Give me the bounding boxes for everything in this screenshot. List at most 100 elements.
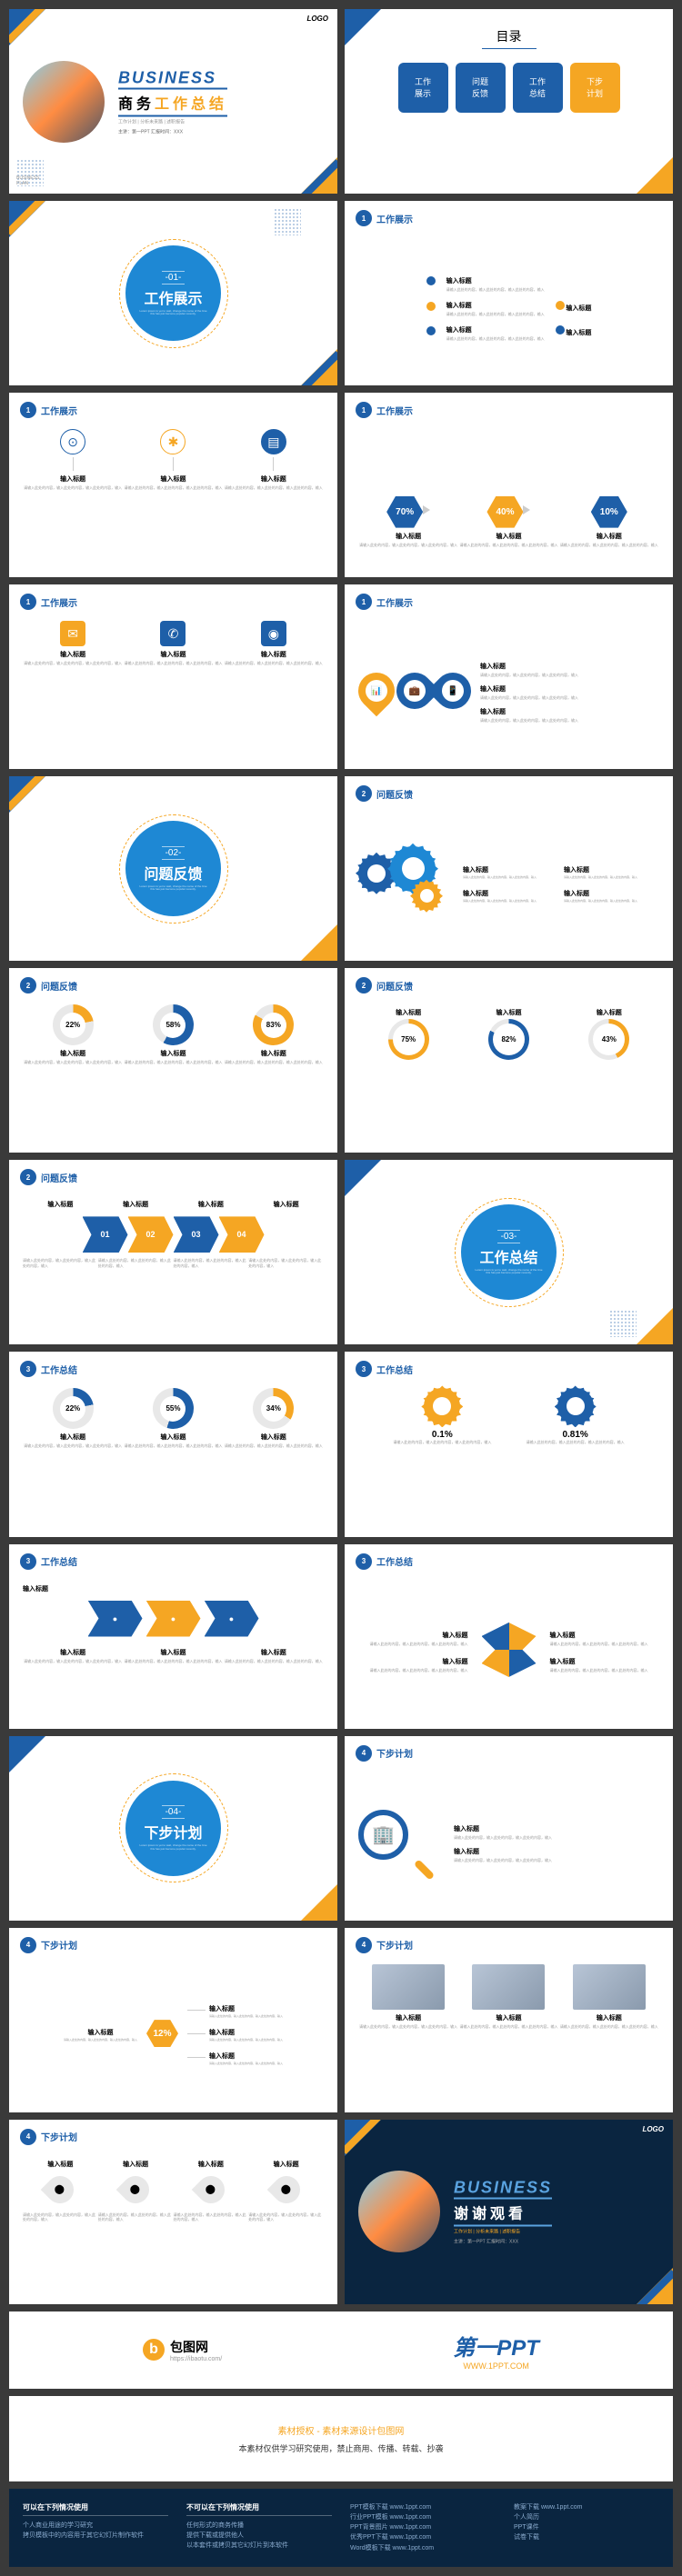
corner-decor <box>301 1884 337 1921</box>
section-inner: -01- 工作展示 Lorem ipsum is yet to wait, ch… <box>125 245 221 341</box>
chart-icon: 📊 <box>366 680 387 702</box>
pinwheel-layout: 输入标题请输入此处的内容，输入此处的内容，输入此处的内容，输入 输入标题请输入此… <box>345 1581 673 1720</box>
title-sub: 工作计划 | 分析未来路 | 述职报告 <box>118 118 227 125</box>
file-icon: ▤ <box>261 429 286 454</box>
license-links-2: 教案下载 www.1ppt.com 个人简历 PPT课件 试卷下载 <box>514 2502 659 2553</box>
arc-chart: 82% <box>488 1019 529 1060</box>
section-inner: -04- 下步计划 Lorem ipsum is yet to wait, ch… <box>125 1781 221 1876</box>
slide-two-gears: 3工作总结 0.1%请输入此处的内容，输入此处的内容，输入此处的内容，输入 0.… <box>345 1352 673 1536</box>
arrow-icon <box>523 505 530 514</box>
arrow-shape: ● <box>146 1601 201 1637</box>
slide-pinwheel: 3工作总结 输入标题请输入此处的内容，输入此处的内容，输入此处的内容，输入 输入… <box>345 1544 673 1729</box>
slide-square-icons: 1工作展示 ✉输入标题请输入此处的内容，输入此处的内容，输入此处的内容，输入 ✆… <box>9 584 337 769</box>
donut-chart: 34% <box>253 1388 294 1429</box>
banner-line1: 素材授权 - 素材来源设计包图网 <box>27 2423 655 2437</box>
brand-footer: b 包图网 https://ibaotu.com/ 第一PPT WWW.1PPT… <box>9 2311 673 2389</box>
slide-section-1: -01- 工作展示 Lorem ipsum is yet to wait, ch… <box>9 201 337 385</box>
slide-icons-circles: 1工作展示 ⊙输入标题请输入此处的内容，输入此处的内容，输入此处的内容，输入 ✱… <box>9 393 337 577</box>
slide-chevrons: 2问题反馈 输入标题 输入标题 输入标题 输入标题 01 02 03 04 请输… <box>9 1160 337 1344</box>
drops-layout: 📊 💼 📱 输入标题请输入此处的内容，输入此处的内容，输入此处的内容，输入 输入… <box>345 621 673 760</box>
license-can: 可以在下列情况使用 个人商业用途的学习研究 拷贝模板中的内容用于其它幻灯片制作软… <box>23 2502 168 2553</box>
slide-header: 2问题反馈 <box>20 1169 77 1185</box>
branch-diagram: 输入标题请输入此处的内容，输入此处的内容，输入此处的内容，输入 输入标题请输入此… <box>345 237 673 376</box>
baotu-icon: b <box>143 2339 165 2361</box>
item-title: 输入标题 <box>446 276 545 285</box>
slide-header: 2问题反馈 <box>20 977 77 993</box>
search-icon: ⊙ <box>60 429 85 454</box>
icon-row: ⊙输入标题请输入此处的内容，输入此处的内容，输入此处的内容，输入 ✱输入标题请输… <box>9 429 337 577</box>
slide-donuts-3: 3工作总结 22%输入标题请输入此处的内容，输入此处的内容，输入此处的内容，输入… <box>9 1352 337 1536</box>
hex-node: 12% <box>146 2020 178 2047</box>
speaker-icon: ◉ <box>261 621 286 646</box>
donut-chart: 55% <box>153 1388 194 1429</box>
dot-icon <box>556 301 565 310</box>
hex-badge: 70% <box>386 496 423 528</box>
slide-header: 3工作总结 <box>356 1553 413 1570</box>
slide-branches: 1 工作展示 输入标题请输入此处的内容，输入此处的内容，输入此处的内容，输入 输… <box>345 201 673 385</box>
dots-decor <box>274 208 301 235</box>
corner-decor <box>637 1308 673 1344</box>
section-num: -01- <box>162 271 186 285</box>
logo-text: LOGO <box>306 15 328 23</box>
brand-url: WWW.1PPT.COM <box>453 2361 539 2371</box>
corner-decor <box>9 1736 45 1772</box>
corner-decor <box>637 157 673 194</box>
phone-icon: 📱 <box>442 680 464 702</box>
license-links: PPT模板下载 www.1ppt.com 行业PPT模板 www.1ppt.co… <box>350 2502 496 2553</box>
item-desc: 请输入此处的内容，输入此处的内容，输入此处的内容，输入 <box>446 287 545 292</box>
phone-icon: ✆ <box>160 621 186 646</box>
corner-decor <box>345 2120 381 2156</box>
corner-decor <box>9 201 45 237</box>
photo-placeholder <box>472 1964 545 2010</box>
arrow-icon <box>423 505 430 514</box>
flow-layout: 输入标题请输入此处的内容，输入此处的内容，输入此处的内容，输入 12% 输入标题… <box>9 1964 337 2103</box>
donut-row: 22%输入标题请输入此处的内容，输入此处的内容，输入此处的内容，输入 58%输入… <box>9 1004 337 1153</box>
item-desc: 请输入此处的内容，输入此处的内容，输入此处的内容，输入 <box>446 336 545 341</box>
baotu-url: https://ibaotu.com/ <box>170 2356 222 2362</box>
attribution-banner: 素材授权 - 素材来源设计包图网 本素材仅供学习研究使用，禁止商用、传播、转载、… <box>9 2396 673 2481</box>
slide-hexagons: 1工作展示 70%输入标题请输入此处的内容，输入此处的内容，输入此处的内容，输入… <box>345 393 673 577</box>
corner-decor <box>301 924 337 961</box>
pins-layout: 输入标题 输入标题 输入标题 输入标题 ⬤ ⬤ ⬤ ⬤ 请输入此处的内容，输入此… <box>9 2156 337 2295</box>
photo-placeholder <box>372 1964 445 2010</box>
title-cn: 商务工作总结 <box>118 87 227 116</box>
corner-decor <box>345 9 381 45</box>
thank-text: BUSINESS 谢谢观看 工作计划 | 分析未来路 | 述职报告 主讲：第一P… <box>454 2179 552 2245</box>
slide-gears: 2问题反馈 输入标题请输入此处的内容，输入此处的内容，输入此处的内容，输入 输入… <box>345 776 673 961</box>
corner-decor <box>9 776 45 813</box>
gears-layout: 输入标题请输入此处的内容，输入此处的内容，输入此处的内容，输入 输入标题请输入此… <box>345 813 673 952</box>
dot-icon <box>426 302 436 311</box>
gear-icon <box>424 1388 460 1424</box>
dot-icon <box>426 276 436 285</box>
drop-shape: 📱 <box>427 664 479 716</box>
baotu-name: 包图网 <box>170 2338 222 2356</box>
business-plan-label: BUSINESSPLAN <box>16 175 39 186</box>
item-title: 输入标题 <box>446 325 545 334</box>
photo-row: 输入标题请输入此处的内容，输入此处的内容，输入此处的内容，输入 输入标题请输入此… <box>345 1964 673 2112</box>
pin-icon: ⬤ <box>116 2170 155 2208</box>
header-title: 工作展示 <box>376 212 413 225</box>
section-circle: -01- 工作展示 Lorem ipsum is yet to wait, ch… <box>119 239 228 348</box>
banner-line2: 本素材仅供学习研究使用，禁止商用、传播、转载、抄袭 <box>27 2442 655 2454</box>
chevron-badge: 01 <box>83 1216 128 1253</box>
mail-icon: ✉ <box>60 621 85 646</box>
toc-item: 下步计划 <box>570 63 620 113</box>
arc-chart: 43% <box>588 1019 629 1060</box>
slide-header: 4下步计划 <box>20 2129 77 2145</box>
pinwheel-icon <box>482 1622 537 1677</box>
arc-chart: 75% <box>388 1019 429 1060</box>
dot-icon <box>556 325 565 334</box>
arrow-shape: ● <box>88 1601 143 1637</box>
drop-shape: 📊 <box>351 664 403 716</box>
slide-drops: 1工作展示 📊 💼 📱 输入标题请输入此处的内容，输入此处的内容，输入此处的内容… <box>345 584 673 769</box>
slide-toc: 目录 工作展示 问题反馈 工作总结 下步计划 <box>345 9 673 194</box>
toc-item: 工作总结 <box>513 63 563 113</box>
logo-text: LOGO <box>642 2125 664 2133</box>
brand-name: 第一PPT <box>453 2330 539 2361</box>
section-name: 工作展示 <box>144 286 202 308</box>
slide-section-4: -04- 下步计划 Lorem ipsum is yet to wait, ch… <box>9 1736 337 1921</box>
sq-row: ✉输入标题请输入此处的内容，输入此处的内容，输入此处的内容，输入 ✆输入标题请输… <box>9 621 337 769</box>
title-author: 主讲：第一PPT 汇报时间：XXX <box>118 128 227 135</box>
slide-magnifier: 4下步计划 🏢 输入标题请输入此处的内容，输入此处的内容，输入此处的内容，输入 … <box>345 1736 673 1921</box>
section-circle: -04- 下步计划 Lorem ipsum is yet to wait, ch… <box>119 1773 228 1882</box>
